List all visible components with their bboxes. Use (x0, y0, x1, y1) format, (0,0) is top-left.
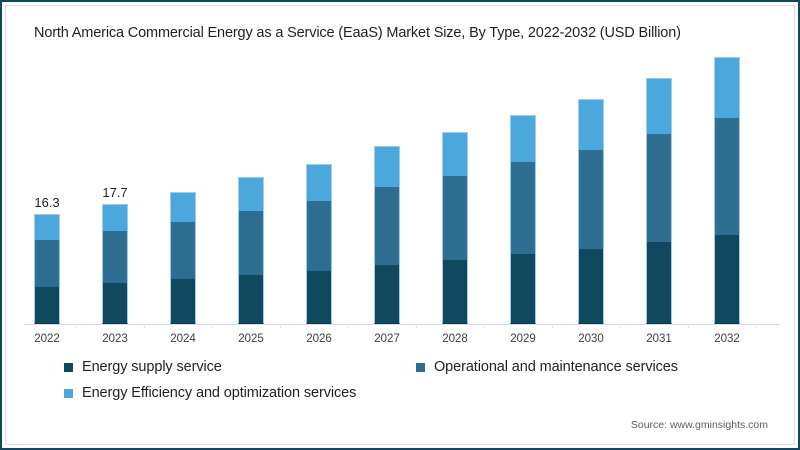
bar-stack[interactable] (34, 214, 60, 324)
bar-segment (646, 242, 672, 324)
legend-swatch-energy-supply-service (64, 362, 73, 372)
bar-segment (646, 78, 672, 134)
bar-stack[interactable] (442, 132, 468, 324)
x-axis-label: 2023 (102, 333, 128, 345)
bar-stack[interactable] (170, 192, 196, 324)
x-axis-label: 2028 (442, 333, 468, 345)
bar-segment (510, 162, 536, 254)
legend-item-operational-and-maintenance-services[interactable]: Operational and maintenance services (416, 359, 678, 375)
plot-area: 16.3 17.7 (2, 2, 798, 328)
legend-item-energy-efficiency-and-optimization-services[interactable]: Energy Efficiency and optimization servi… (64, 385, 356, 401)
bar-segment (374, 187, 400, 265)
bar-segment (714, 235, 740, 324)
legend-label-operational-and-maintenance-services: Operational and maintenance services (434, 359, 678, 375)
bar-stack[interactable] (102, 204, 128, 324)
bar-segment (306, 271, 332, 324)
bar-stack[interactable] (578, 99, 604, 324)
legend-row-1: Energy supply service Operational and ma… (2, 359, 798, 385)
bar-segment (442, 260, 468, 324)
bar-segment (170, 279, 196, 324)
bar-segment (374, 146, 400, 187)
bar-segment (714, 57, 740, 118)
bar-segment (510, 115, 536, 162)
bar-segment (34, 214, 60, 240)
chart-legend: Energy supply service Operational and ma… (2, 359, 798, 411)
legend-label-energy-efficiency-and-optimization-services: Energy Efficiency and optimization servi… (82, 385, 357, 401)
x-axis-line (24, 324, 780, 325)
x-axis-tick (756, 324, 757, 328)
legend-swatch-energy-efficiency-and-optimization-services (64, 388, 73, 398)
bar-segment (170, 222, 196, 279)
bar-segment (238, 177, 264, 211)
x-axis-tick (144, 324, 145, 328)
bar-stack[interactable] (714, 57, 740, 324)
x-axis-label: 2026 (306, 333, 332, 345)
x-axis-label: 2027 (374, 333, 400, 345)
x-axis-tick (552, 324, 553, 328)
bar-value-label: 17.7 (102, 185, 128, 200)
bar-segment (578, 99, 604, 150)
bar-stack[interactable] (510, 115, 536, 324)
bar-stack[interactable] (646, 78, 672, 324)
bar-segment (646, 134, 672, 242)
x-axis-label: 2025 (238, 333, 264, 345)
chart-title: North America Commercial Energy as a Ser… (34, 25, 681, 41)
x-axis-label: 2030 (578, 333, 604, 345)
x-axis-tick (484, 324, 485, 328)
bar-segment (306, 201, 332, 271)
x-axis-tick (76, 324, 77, 328)
x-axis-tick (620, 324, 621, 328)
legend-item-energy-supply-service[interactable]: Energy supply service (64, 359, 222, 375)
bar-segment (442, 176, 468, 260)
x-axis-label: 2032 (714, 333, 740, 345)
bar-segment (102, 283, 128, 324)
x-axis-tick (348, 324, 349, 328)
bar-segment (238, 211, 264, 275)
bar-segment (714, 118, 740, 235)
bar-segment (238, 275, 264, 324)
x-axis-tick (212, 324, 213, 328)
legend-row-2: Energy Efficiency and optimization servi… (2, 385, 798, 411)
legend-swatch-operational-and-maintenance-services (416, 362, 425, 372)
bar-value-label: 16.3 (34, 195, 60, 210)
bar-segment (170, 192, 196, 222)
bar-segment (578, 249, 604, 324)
bar-segment (34, 287, 60, 324)
bar-segment (102, 231, 128, 283)
bar-stack[interactable] (238, 177, 264, 324)
bar-segment (306, 164, 332, 201)
bar-segment (374, 265, 400, 324)
legend-label-energy-supply-service: Energy supply service (82, 359, 222, 375)
bar-segment (102, 204, 128, 231)
x-axis-label: 2031 (646, 333, 672, 345)
bar-segment (510, 254, 536, 324)
x-axis-label: 2022 (34, 333, 60, 345)
bar-segment (34, 240, 60, 287)
x-axis-tick (688, 324, 689, 328)
x-axis-label: 2024 (170, 333, 196, 345)
bar-segment (442, 132, 468, 176)
bar-stack[interactable] (374, 146, 400, 324)
bar-stack[interactable] (306, 164, 332, 324)
x-axis-label: 2029 (510, 333, 536, 345)
source-note: Source: www.gminsights.com (630, 419, 768, 431)
x-axis-tick (416, 324, 417, 328)
x-axis-tick (280, 324, 281, 328)
bar-segment (578, 150, 604, 249)
